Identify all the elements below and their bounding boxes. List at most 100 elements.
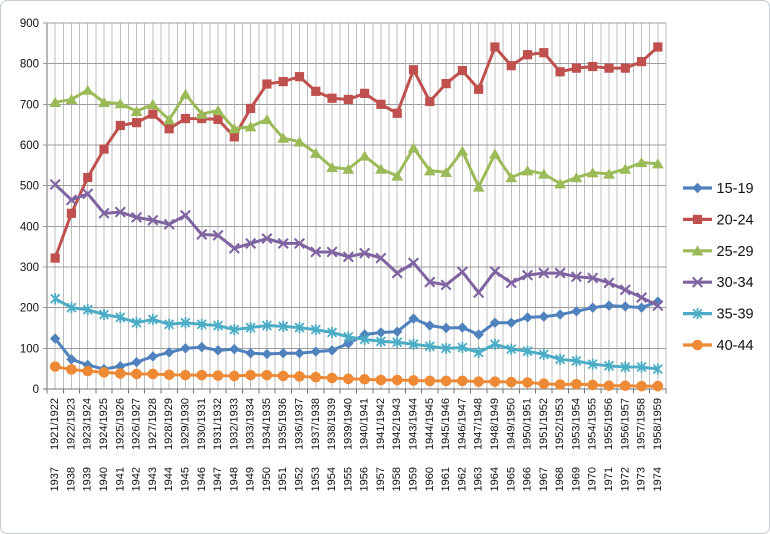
diamond-marker (310, 346, 321, 357)
triangle-marker (375, 163, 387, 174)
x-marker (619, 284, 631, 296)
star-marker (310, 324, 321, 336)
circle-marker (115, 368, 126, 379)
x-axis-label-range: 1946/1947 (456, 398, 468, 450)
x-axis-label-year: 1967 (538, 467, 550, 491)
x-marker (473, 287, 485, 299)
star-marker (489, 338, 500, 350)
triangle-marker (114, 98, 127, 109)
x-axis-label-year: 1963 (473, 467, 485, 491)
square-marker (148, 109, 158, 119)
triangle-marker (179, 88, 192, 99)
circle-marker (98, 367, 110, 378)
x-axis-label-range: 1948/1949 (489, 398, 501, 450)
diamond-marker (326, 345, 338, 356)
x-axis-label-range: 1958/1959 (652, 398, 664, 450)
circle-marker (196, 369, 208, 381)
circle-marker (375, 374, 387, 386)
triangle-marker (521, 165, 534, 176)
triangle-marker (619, 163, 632, 174)
x-axis-label-range: 1947/1948 (473, 398, 485, 450)
circle-marker (131, 368, 142, 380)
circle-marker (587, 379, 598, 391)
y-axis-tick-label: 600 (20, 140, 39, 152)
diamond-marker (147, 351, 159, 362)
triangle-marker (489, 148, 501, 159)
circle-marker (147, 368, 159, 380)
star-marker (441, 342, 452, 354)
circle-marker (343, 373, 354, 385)
legend-item-25-29: 25-29 (683, 244, 754, 260)
y-axis-tick-label: 900 (20, 18, 39, 30)
circle-marker (49, 361, 61, 372)
star-marker (692, 308, 703, 320)
square-marker (213, 114, 223, 124)
x-axis-label-year: 1955 (342, 467, 354, 491)
x-marker (326, 246, 338, 258)
x-axis-label-range: 1956/1957 (619, 398, 631, 450)
triangle-marker (49, 96, 62, 107)
y-axis-tick-label: 500 (20, 181, 39, 193)
square-marker (262, 79, 272, 89)
circle-marker (212, 370, 224, 381)
x-axis-label-range: 1925/1926 (114, 398, 126, 450)
diamond-marker (408, 313, 419, 324)
diamond-marker (538, 311, 550, 322)
star-marker (587, 358, 598, 370)
square-marker (99, 144, 109, 154)
x-axis-label-year: 1961 (440, 467, 452, 491)
x-axis-label-year: 1948 (228, 467, 240, 491)
circle-marker (440, 375, 452, 387)
series-line-35-39 (53, 297, 660, 371)
vertical-gridlines (46, 23, 667, 389)
x-marker (261, 232, 273, 245)
x-marker (147, 214, 159, 226)
x-axis-label-year: 1957 (375, 467, 387, 491)
star-marker (50, 293, 61, 305)
series-25-29 (49, 84, 664, 192)
triangle-marker (277, 132, 290, 143)
x-axis-labels: 1921/1922 1937 1922/1923 1938 1923/1924 1939 1… (49, 398, 664, 491)
circle-marker (538, 378, 550, 390)
diamond-marker (277, 348, 289, 359)
x-axis-label-range: 1924/1925 (98, 398, 110, 450)
diamond-marker (457, 322, 468, 333)
circle-marker (66, 364, 77, 375)
star-marker (229, 324, 240, 336)
legend-item-20-24: 20-24 (683, 212, 754, 228)
x-marker (538, 267, 550, 279)
square-marker (294, 72, 305, 82)
legend-item-40-44: 40-44 (683, 338, 754, 354)
x-axis-label-year: 1960 (424, 467, 436, 491)
x-marker (440, 279, 452, 291)
triangle-marker (358, 150, 371, 161)
square-marker (692, 214, 703, 224)
star-marker (278, 320, 289, 332)
triangle-marker (391, 170, 404, 181)
diamond-marker (229, 343, 240, 355)
x-marker (163, 218, 175, 230)
circle-marker (505, 376, 517, 388)
x-axis-label-year: 1943 (147, 467, 159, 491)
x-marker (521, 269, 534, 281)
star-marker (343, 331, 354, 343)
diamond-marker (636, 302, 647, 313)
star-marker (245, 321, 256, 334)
square-marker (50, 253, 60, 263)
x-axis-label-year: 1942 (131, 467, 143, 491)
diamond-marker (261, 348, 273, 360)
legend-item-30-34: 30-34 (683, 275, 754, 291)
circle-marker (619, 380, 631, 392)
star-marker (115, 311, 126, 324)
x-axis-label-year: 1946 (196, 467, 208, 491)
x-axis-label-year: 1947 (212, 467, 224, 491)
y-axis-labels: 0 100 200 300 400 500 600 700 800 900 (20, 18, 39, 396)
star-marker (66, 302, 77, 314)
star-marker (327, 326, 338, 339)
x-axis-label-year: 1958 (391, 467, 403, 491)
x-marker (131, 211, 143, 223)
square-marker (278, 76, 288, 87)
square-marker (131, 118, 142, 128)
x-axis-label-range: 1935/1936 (277, 398, 289, 450)
x-axis-label-year: 1973 (636, 467, 648, 491)
